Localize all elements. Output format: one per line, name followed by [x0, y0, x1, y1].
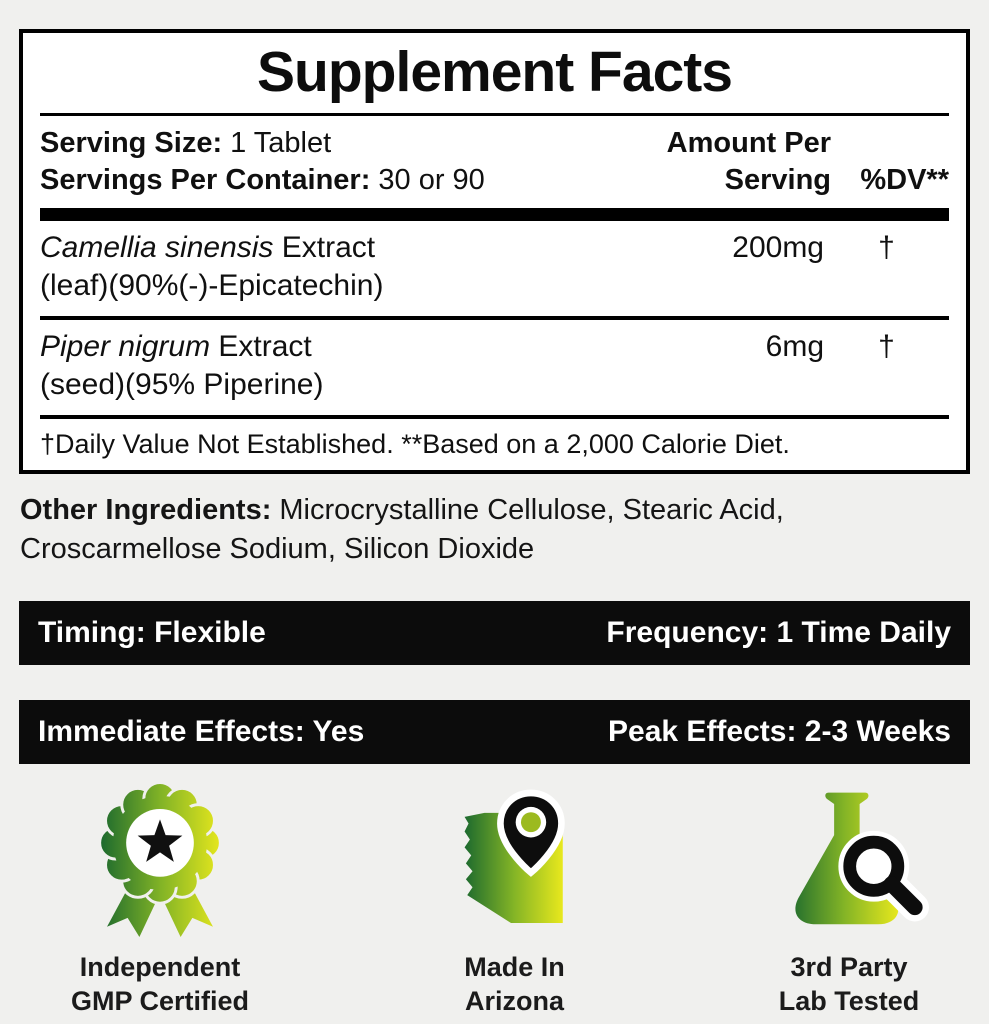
badge-caption-line2: Arizona	[464, 986, 564, 1016]
amount-header-line2: Serving	[724, 164, 831, 196]
divider-medium	[40, 316, 949, 320]
badge-caption: Independent GMP Certified	[19, 950, 301, 1018]
servings-per-container-line: Servings Per Container: 30 or 90	[40, 162, 485, 199]
badge-caption: 3rd Party Lab Tested	[728, 950, 970, 1018]
dv-footnote: †Daily Value Not Established. **Based on…	[40, 429, 790, 459]
serving-header-row: Serving Size: 1 Tablet Servings Per Conta…	[40, 116, 949, 208]
badge-made-in-arizona: Made In Arizona	[375, 784, 655, 1018]
badge-caption-line1: Made In	[464, 952, 565, 982]
other-ingredients-label: Other Ingredients:	[20, 494, 272, 526]
ingredient-name: Camellia sinensis Extract (leaf)(90%(-)-…	[40, 229, 674, 305]
divider-thin	[40, 113, 949, 116]
ingredient-dv: †	[878, 231, 895, 264]
certification-badges: Independent GMP Certified	[19, 784, 970, 1018]
gmp-ribbon-icon	[98, 784, 222, 938]
ingredient-name-line1: Camellia sinensis Extract	[40, 229, 674, 267]
badge-gmp-certified: Independent GMP Certified	[19, 784, 301, 1018]
panel-title: Supplement Facts	[257, 40, 733, 104]
ingredient-row: Piper nigrum Extract (seed)(95% Piperine…	[40, 320, 949, 415]
ingredient-botanical-name: Piper nigrum	[40, 330, 211, 363]
ingredient-row: Camellia sinensis Extract (leaf)(90%(-)-…	[40, 221, 949, 316]
timing-text: Timing: Flexible	[38, 616, 266, 649]
amount-header-line1: Amount Per	[666, 127, 831, 159]
ingredient-name-line1: Piper nigrum Extract	[40, 328, 674, 366]
divider-thick	[40, 208, 949, 221]
ingredient-detail: (seed)(95% Piperine)	[40, 368, 324, 401]
servings-per-container-label: Servings Per Container:	[40, 164, 371, 196]
servings-per-container-value: 30 or 90	[378, 164, 485, 196]
badge-caption: Made In Arizona	[375, 950, 655, 1018]
serving-size-line: Serving Size: 1 Tablet	[40, 125, 485, 162]
badge-caption-line2: Lab Tested	[778, 986, 920, 1016]
other-ingredients-value: Microcrystalline Cellulose, Stearic Acid…	[20, 494, 784, 565]
ingredient-name-suffix: Extract	[273, 231, 376, 264]
ingredient-name: Piper nigrum Extract (seed)(95% Piperine…	[40, 328, 674, 404]
lab-flask-magnifier-icon	[795, 792, 929, 925]
serving-info: Serving Size: 1 Tablet Servings Per Conta…	[40, 125, 485, 199]
other-ingredients: Other Ingredients: Microcrystalline Cellu…	[20, 491, 935, 569]
magnifier-icon	[838, 830, 929, 922]
frequency-text: Frequency: 1 Time Daily	[606, 616, 951, 649]
ingredient-amount: 200mg	[732, 231, 824, 264]
effects-bar: Immediate Effects: Yes Peak Effects: 2-3…	[19, 700, 970, 764]
badge-caption-line1: 3rd Party	[790, 952, 908, 982]
supplement-facts-panel: Supplement Facts Serving Size: 1 Tablet S…	[19, 29, 970, 474]
column-headers: Amount Per Serving %DV**	[667, 125, 949, 199]
amount-per-serving-header: Amount Per Serving	[667, 125, 831, 199]
serving-size-value: 1 Tablet	[230, 127, 332, 159]
arizona-map-pin-icon	[464, 789, 565, 924]
peak-effects-text: Peak Effects: 2-3 Weeks	[608, 715, 951, 748]
ingredient-amount: 6mg	[765, 330, 824, 363]
serving-size-label: Serving Size:	[40, 127, 223, 159]
ingredient-botanical-name: Camellia sinensis	[40, 231, 274, 264]
star-icon	[137, 819, 183, 862]
ingredient-dv: †	[878, 330, 895, 363]
timing-frequency-bar: Timing: Flexible Frequency: 1 Time Daily	[19, 601, 970, 665]
badge-lab-tested: 3rd Party Lab Tested	[728, 784, 970, 1018]
immediate-effects-text: Immediate Effects: Yes	[38, 715, 365, 748]
ingredient-name-suffix: Extract	[210, 330, 312, 363]
badge-caption-line1: Independent	[79, 952, 241, 982]
badge-caption-line2: GMP Certified	[70, 986, 250, 1016]
divider-medium	[40, 415, 949, 419]
ingredient-detail: (leaf)(90%(-)-Epicatechin)	[40, 269, 384, 302]
location-pin-icon	[496, 789, 565, 877]
dv-header: %DV**	[860, 164, 949, 196]
